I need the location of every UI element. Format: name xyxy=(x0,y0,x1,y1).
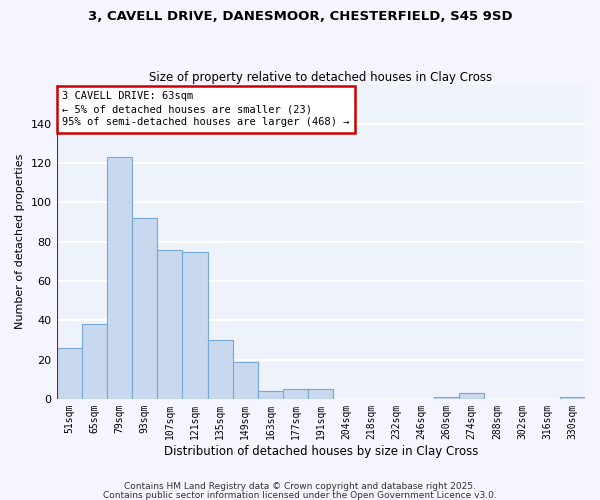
Bar xyxy=(434,397,459,399)
Bar xyxy=(157,250,182,399)
Bar xyxy=(208,340,233,399)
Title: Size of property relative to detached houses in Clay Cross: Size of property relative to detached ho… xyxy=(149,70,493,84)
Text: 3 CAVELL DRIVE: 63sqm
← 5% of detached houses are smaller (23)
95% of semi-detac: 3 CAVELL DRIVE: 63sqm ← 5% of detached h… xyxy=(62,91,349,128)
Bar xyxy=(107,158,132,399)
Text: Contains public sector information licensed under the Open Government Licence v3: Contains public sector information licen… xyxy=(103,491,497,500)
Bar xyxy=(182,252,208,399)
Bar xyxy=(82,324,107,399)
Text: 3, CAVELL DRIVE, DANESMOOR, CHESTERFIELD, S45 9SD: 3, CAVELL DRIVE, DANESMOOR, CHESTERFIELD… xyxy=(88,10,512,23)
Bar xyxy=(233,362,258,399)
Bar xyxy=(283,389,308,399)
Bar xyxy=(56,348,82,399)
Bar xyxy=(560,397,585,399)
X-axis label: Distribution of detached houses by size in Clay Cross: Distribution of detached houses by size … xyxy=(164,444,478,458)
Bar xyxy=(459,393,484,399)
Bar xyxy=(132,218,157,399)
Text: Contains HM Land Registry data © Crown copyright and database right 2025.: Contains HM Land Registry data © Crown c… xyxy=(124,482,476,491)
Bar xyxy=(308,389,334,399)
Y-axis label: Number of detached properties: Number of detached properties xyxy=(15,154,25,330)
Bar xyxy=(258,391,283,399)
